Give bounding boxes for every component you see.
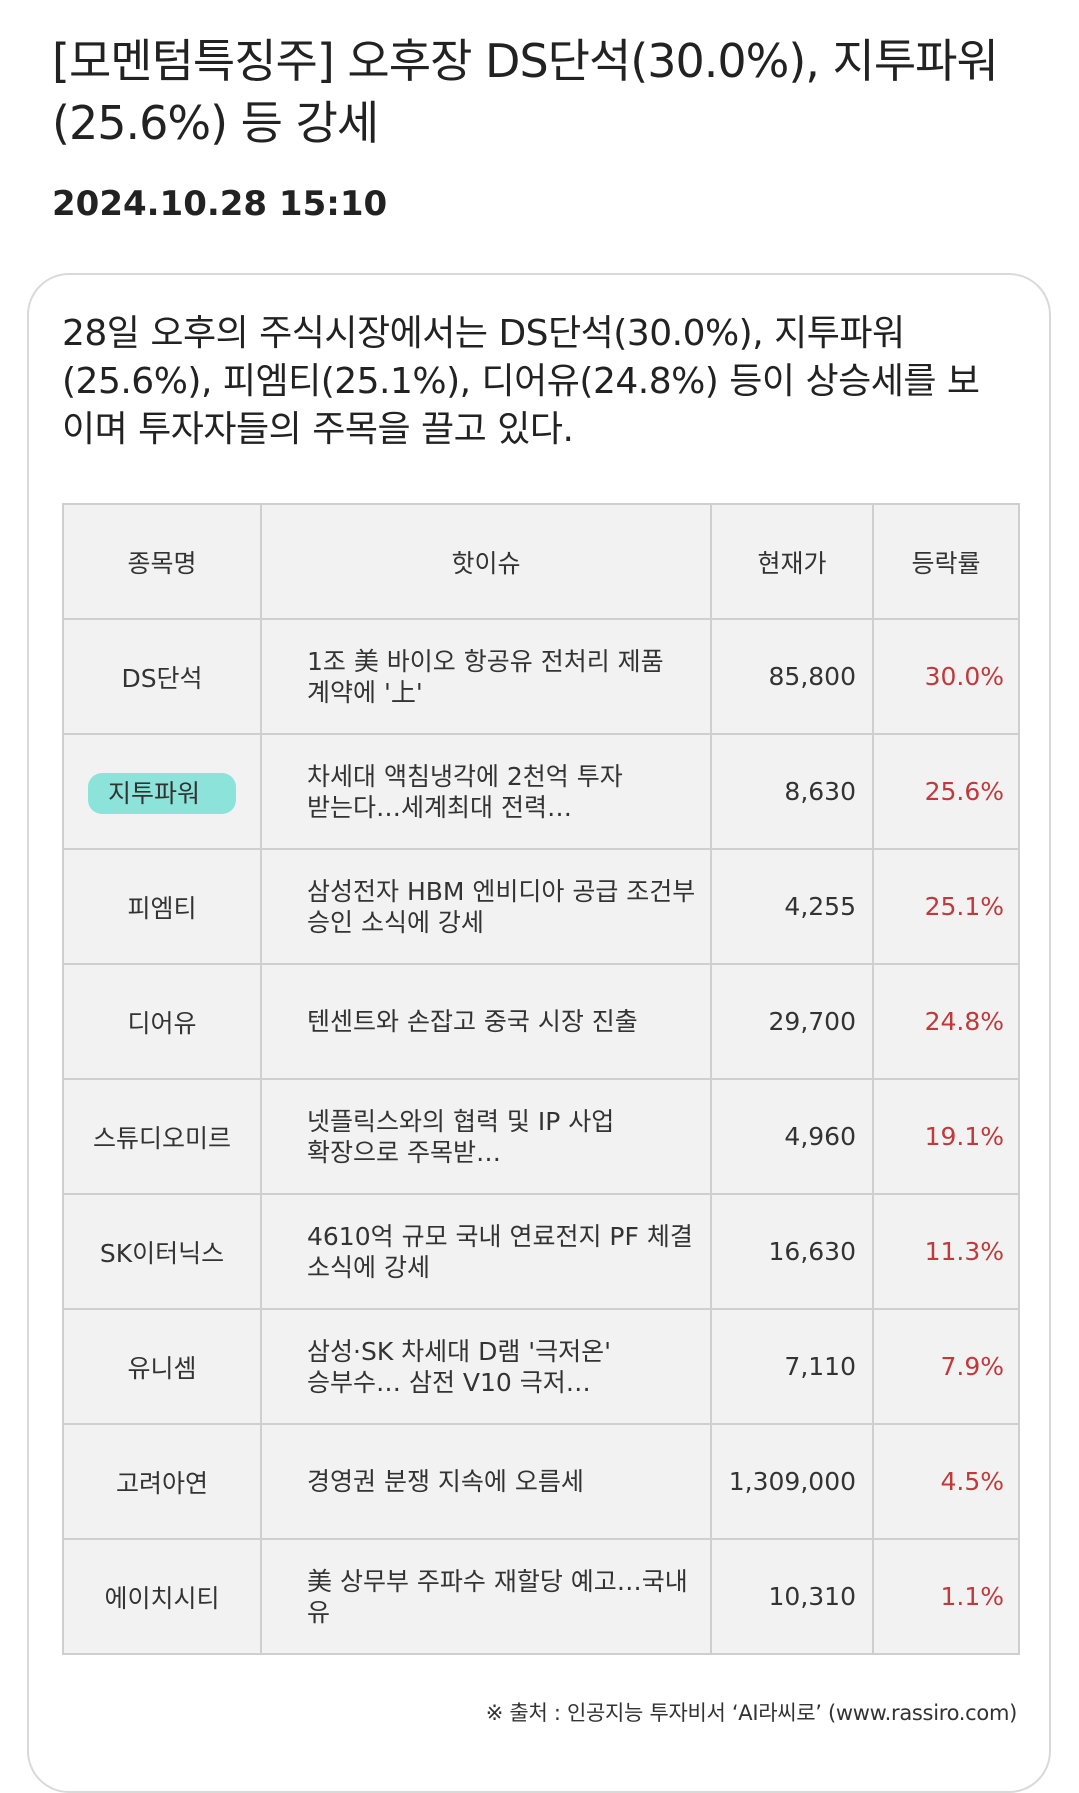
table-row: 고려아연 경영권 분쟁 지속에 오름세 1,309,000 4.5%	[62, 1423, 1020, 1540]
header-name: 종목명	[62, 503, 262, 620]
current-price: 8,630	[710, 733, 874, 850]
stock-name[interactable]: 피엠티	[127, 893, 197, 923]
article-headline: [모멘텀특징주] 오후장 DS단석(30.0%), 지투파워(25.6%) 등 …	[52, 34, 999, 150]
table-row: 피엠티 삼성전자 HBM 엔비디아 공급 조건부 승인 소식에 강세 4,255…	[62, 848, 1020, 965]
stock-name-cell: 고려아연	[62, 1423, 262, 1540]
issue-cell: 텐센트와 손잡고 중국 시장 진출	[260, 963, 712, 1080]
stock-name[interactable]: 고려아연	[115, 1468, 208, 1498]
issue-cell: 1조 美 바이오 항공유 전처리 제품 계약에 '上'	[260, 618, 712, 735]
hot-issue-text: 삼성전자 HBM 엔비디아 공급 조건부 승인 소식에 강세	[307, 876, 696, 937]
issue-cell: 경영권 분쟁 지속에 오름세	[260, 1423, 712, 1540]
stock-name[interactable]: 디어유	[127, 1008, 197, 1038]
current-price: 1,309,000	[710, 1423, 874, 1540]
issue-cell: 美 상무부 주파수 재할당 예고…국내 유	[260, 1538, 712, 1655]
change-rate: 25.6%	[872, 733, 1020, 850]
change-rate: 11.3%	[872, 1193, 1020, 1310]
hot-issue-text: 美 상무부 주파수 재할당 예고…국내 유	[307, 1566, 688, 1627]
table-row: 디어유 텐센트와 손잡고 중국 시장 진출 29,700 24.8%	[62, 963, 1020, 1080]
change-rate: 25.1%	[872, 848, 1020, 965]
issue-cell: 4610억 규모 국내 연료전지 PF 체결 소식에 강세	[260, 1193, 712, 1310]
stock-name-cell: 스튜디오미르	[62, 1078, 262, 1195]
stock-name[interactable]: 유니셈	[127, 1353, 197, 1383]
issue-cell: 삼성전자 HBM 엔비디아 공급 조건부 승인 소식에 강세	[260, 848, 712, 965]
stock-name[interactable]: DS단석	[121, 663, 203, 693]
current-price: 4,255	[710, 848, 874, 965]
stock-name-cell: DS단석	[62, 618, 262, 735]
stock-name-cell: 디어유	[62, 963, 262, 1080]
table-row: 지투파워 차세대 액침냉각에 2천억 투자 받는다…세계최대 전력… 8,630…	[62, 733, 1020, 850]
hot-issue-text: 4610억 규모 국내 연료전지 PF 체결 소식에 강세	[307, 1221, 693, 1282]
stock-name-cell: 지투파워	[62, 733, 262, 850]
stock-name-cell: 피엠티	[62, 848, 262, 965]
article-datetime: 2024.10.28 15:10	[52, 184, 388, 224]
source-note: ※ 출처 : 인공지능 투자비서 ‘AI라씨로’ (www.rassiro.co…	[485, 1701, 1018, 1725]
change-rate: 30.0%	[872, 618, 1020, 735]
current-price: 4,960	[710, 1078, 874, 1195]
table-row: DS단석 1조 美 바이오 항공유 전처리 제품 계약에 '上' 85,800 …	[62, 618, 1020, 735]
hot-issue-text: 경영권 분쟁 지속에 오름세	[307, 1467, 584, 1496]
header-issue: 핫이슈	[260, 503, 712, 620]
header-change: 등락률	[872, 503, 1020, 620]
hot-issue-text: 1조 美 바이오 항공유 전처리 제품 계약에 '上'	[307, 646, 664, 707]
header-price: 현재가	[710, 503, 874, 620]
hot-issue-text: 넷플릭스와의 협력 및 IP 사업 확장으로 주목받…	[307, 1106, 615, 1167]
stock-name[interactable]: SK이터닉스	[99, 1238, 225, 1268]
current-price: 29,700	[710, 963, 874, 1080]
current-price: 16,630	[710, 1193, 874, 1310]
stock-name[interactable]: 에이치시티	[104, 1583, 220, 1613]
hot-issue-text: 삼성·SK 차세대 D램 '극저온' 승부수… 삼전 V10 극저…	[307, 1336, 612, 1397]
change-rate: 19.1%	[872, 1078, 1020, 1195]
current-price: 7,110	[710, 1308, 874, 1425]
hot-issue-text: 텐센트와 손잡고 중국 시장 진출	[307, 1007, 638, 1036]
table-row: 에이치시티 美 상무부 주파수 재할당 예고…국내 유 10,310 1.1%	[62, 1538, 1020, 1655]
change-rate: 1.1%	[872, 1538, 1020, 1655]
hot-issue-text: 차세대 액침냉각에 2천억 투자 받는다…세계최대 전력…	[307, 761, 623, 822]
stock-name-highlighted[interactable]: 지투파워	[87, 772, 236, 814]
issue-cell: 삼성·SK 차세대 D램 '극저온' 승부수… 삼전 V10 극저…	[260, 1308, 712, 1425]
change-rate: 4.5%	[872, 1423, 1020, 1540]
table-row: SK이터닉스 4610억 규모 국내 연료전지 PF 체결 소식에 강세 16,…	[62, 1193, 1020, 1310]
issue-cell: 차세대 액침냉각에 2천억 투자 받는다…세계최대 전력…	[260, 733, 712, 850]
table-header-row: 종목명 핫이슈 현재가 등락률	[62, 503, 1020, 620]
table-row: 유니셈 삼성·SK 차세대 D램 '극저온' 승부수… 삼전 V10 극저… 7…	[62, 1308, 1020, 1425]
current-price: 10,310	[710, 1538, 874, 1655]
issue-cell: 넷플릭스와의 협력 및 IP 사업 확장으로 주목받…	[260, 1078, 712, 1195]
table-row: 스튜디오미르 넷플릭스와의 협력 및 IP 사업 확장으로 주목받… 4,960…	[62, 1078, 1020, 1195]
change-rate: 24.8%	[872, 963, 1020, 1080]
stock-name[interactable]: 스튜디오미르	[92, 1123, 231, 1153]
stock-table: 종목명 핫이슈 현재가 등락률 DS단석 1조 美 바이오 항공유 전처리 제품…	[62, 503, 1020, 1655]
change-rate: 7.9%	[872, 1308, 1020, 1425]
stock-name-cell: 에이치시티	[62, 1538, 262, 1655]
article-summary: 28일 오후의 주식시장에서는 DS단석(30.0%), 지투파워(25.6%)…	[62, 313, 980, 450]
current-price: 85,800	[710, 618, 874, 735]
stock-name-cell: 유니셈	[62, 1308, 262, 1425]
stock-name-cell: SK이터닉스	[62, 1193, 262, 1310]
